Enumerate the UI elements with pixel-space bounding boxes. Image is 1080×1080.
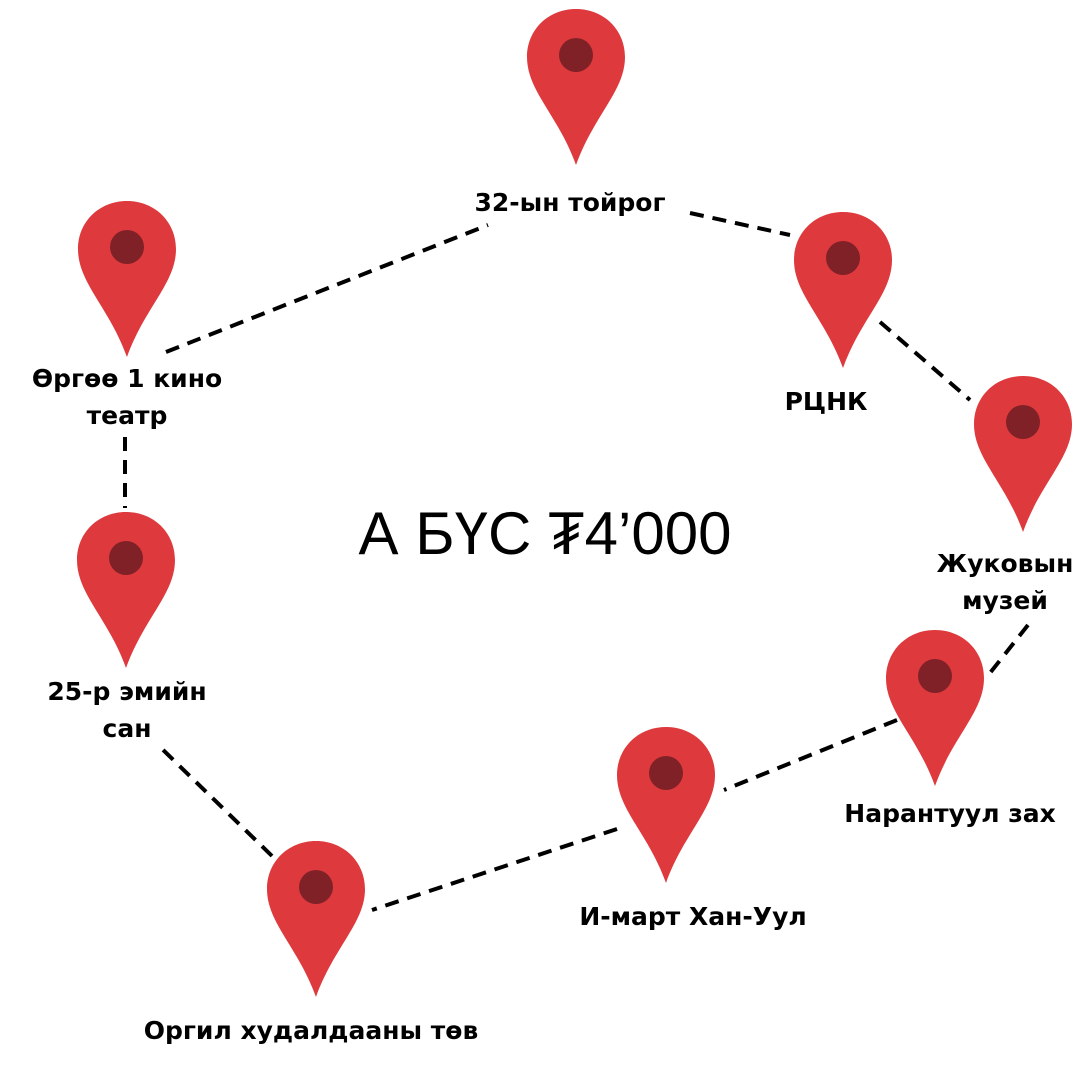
stop-label-line: музей [962,586,1048,615]
route-segment [988,623,1030,675]
stop-label-line: театр [86,401,168,430]
map-marker-icon [267,841,365,997]
map-marker-icon [974,376,1072,532]
stop-label-32-yn-toirog: 32-ын тойрог [474,184,665,221]
stop-label-25-r-emiin-san: 25-р эмийн сан [47,673,206,747]
stop-label-narantuul-zakh: Нарантуул зах [844,795,1055,832]
map-marker-icon [617,727,715,883]
map-marker-icon [77,512,175,668]
route-segment [878,320,972,402]
route-segment [689,211,791,237]
stop-label-line: Оргил худалдааны төв [143,1016,479,1045]
stop-label-line: 25-р эмийн [47,677,207,706]
route-segment [371,827,618,912]
stop-label-line: РЦНК [784,387,868,416]
map-marker-icon [78,201,176,357]
stop-label-i-mart-khan-uul: И-март Хан-Уул [579,898,806,935]
map-marker-icon [886,630,984,786]
stop-label-line: 32-ын тойрог [474,188,666,217]
stop-label-line: Жуковын [936,549,1074,578]
stop-label-rtsnk: РЦНК [785,383,868,420]
stop-label-line: Нарантуул зах [844,799,1056,828]
stop-label-zhukovyn-muzei: Жуковын музей [937,545,1074,619]
route-segment [156,743,274,858]
map-marker-icon [527,9,625,165]
map-marker-icon [794,212,892,368]
stop-label-line: Өргөө 1 кино [31,364,223,393]
stop-label-orgoo-1-kino-teatr: Өргөө 1 кино театр [32,360,222,434]
route-segment [723,718,898,792]
stop-label-line: И-март Хан-Уул [579,902,807,931]
zone-fare-title: А БҮС ₮4’000 [358,500,732,567]
stop-label-orgil-khudaldaany-tov: Оргил худалдааны төв [144,1012,479,1049]
stop-label-line: сан [102,714,152,743]
route-segment [165,223,489,354]
